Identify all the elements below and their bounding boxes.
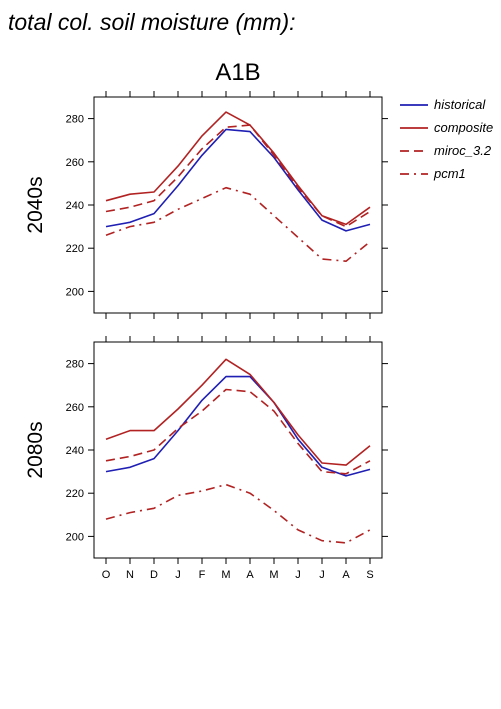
panels: 200 220 240 260 280 2040s 200 220 240 260 280 O N D J F… xyxy=(24,91,388,581)
legend-label: composite xyxy=(434,120,493,135)
y-tick-label: 220 xyxy=(66,488,84,500)
x-tick-label: M xyxy=(269,569,278,581)
x-tick-label: N xyxy=(126,569,134,581)
series-line-miroc-3-2 xyxy=(105,388,371,475)
series-line-composite xyxy=(105,358,371,466)
series-line-pcm1 xyxy=(105,186,371,263)
y-axis-label: 2040s xyxy=(24,176,47,233)
y-tick-label: 280 xyxy=(66,359,84,371)
x-tick-label: D xyxy=(150,569,158,581)
y-tick-label: 260 xyxy=(66,402,84,414)
y-axis-label: 2080s xyxy=(24,421,47,478)
x-tick-label: S xyxy=(366,569,373,581)
x-tick-label: J xyxy=(295,569,301,581)
panel-2040s: 200 220 240 260 280 2040s xyxy=(24,91,388,319)
y-tick-label: 260 xyxy=(66,157,84,169)
x-tick-label: A xyxy=(246,569,254,581)
series-line-pcm1 xyxy=(105,483,371,544)
x-tick-label: A xyxy=(342,569,350,581)
series-line-composite xyxy=(105,111,371,226)
x-tick-label: J xyxy=(175,569,181,581)
x-tick-label: M xyxy=(221,569,230,581)
x-tick-label: O xyxy=(102,569,111,581)
x-tick-label: F xyxy=(199,569,206,581)
y-tick-label: 240 xyxy=(66,200,84,212)
x-tick-label: J xyxy=(319,569,325,581)
legend: historical composite miroc_3.2 pcm1 xyxy=(400,97,493,181)
legend-label: historical xyxy=(434,97,486,112)
y-tick-label: 280 xyxy=(66,114,84,126)
series-line-miroc-3-2 xyxy=(105,124,371,228)
series-line-historical xyxy=(105,375,371,477)
y-tick-label: 200 xyxy=(66,286,84,298)
legend-label: pcm1 xyxy=(433,166,466,181)
y-tick-label: 200 xyxy=(66,531,84,543)
y-tick-label: 220 xyxy=(66,243,84,255)
series-line-historical xyxy=(105,128,371,232)
scenario-title: A1B xyxy=(215,59,260,86)
legend-label: miroc_3.2 xyxy=(434,143,492,158)
panel-2080s: 200 220 240 260 280 O N D J F M A M J J A S 2080s xyxy=(24,336,388,581)
y-tick-label: 240 xyxy=(66,445,84,457)
page-title: total col. soil moisture (mm): xyxy=(8,9,296,35)
plot-frame xyxy=(93,341,383,559)
